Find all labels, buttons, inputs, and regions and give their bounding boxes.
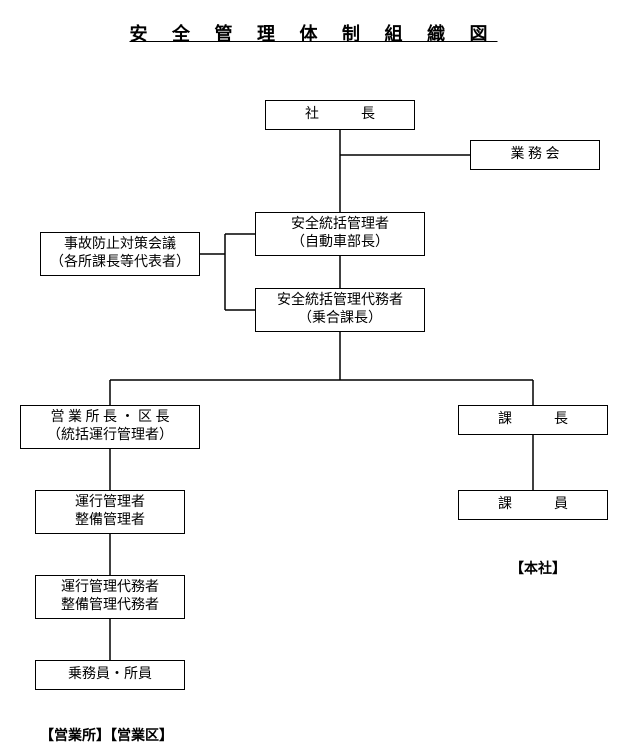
page-title: 安 全 管 理 体 制 組 織 図 [0, 20, 627, 46]
node-text: 業 務 会 [511, 146, 560, 164]
node-text: 乗務員・所員 [68, 666, 152, 684]
node-safety-deputy: 安全統括管理代務者 （乗合課長） [255, 288, 425, 332]
node-text: 課 長 [498, 411, 568, 429]
node-text: 安全統括管理者 [291, 216, 389, 234]
node-section-member: 課 員 [458, 490, 608, 520]
node-safety-manager: 安全統括管理者 （自動車部長） [255, 212, 425, 256]
node-ops-manager: 運行管理者 整備管理者 [35, 490, 185, 534]
node-ops-deputy: 運行管理代務者 整備管理代務者 [35, 575, 185, 619]
node-subtext: （自動車部長） [291, 234, 389, 252]
node-subtext: 整備管理代務者 [61, 597, 159, 615]
label-honsha: 【本社】 [510, 558, 566, 578]
node-office-head: 営 業 所 長 ・ 区 長 （統括運行管理者） [20, 405, 200, 449]
node-text: 安全統括管理代務者 [277, 292, 403, 310]
node-section-chief: 課 長 [458, 405, 608, 435]
node-subtext: （各所課長等代表者） [50, 254, 190, 272]
node-crew: 乗務員・所員 [35, 660, 185, 690]
node-subtext: 整備管理者 [75, 512, 145, 530]
node-accident-council: 事故防止対策会議 （各所課長等代表者） [40, 232, 200, 276]
node-text: 運行管理者 [75, 494, 145, 512]
node-text: 社 長 [305, 106, 375, 124]
node-text: 事故防止対策会議 [64, 236, 176, 254]
node-subtext: （統括運行管理者） [47, 427, 173, 445]
label-eigyo: 【営業所】【営業区】 [40, 725, 173, 745]
node-text: 運行管理代務者 [61, 579, 159, 597]
node-subtext: （乗合課長） [298, 310, 382, 328]
node-text: 課 員 [498, 496, 568, 514]
node-text: 営 業 所 長 ・ 区 長 [51, 409, 170, 427]
node-president: 社 長 [265, 100, 415, 130]
node-gyomukai: 業 務 会 [470, 140, 600, 170]
